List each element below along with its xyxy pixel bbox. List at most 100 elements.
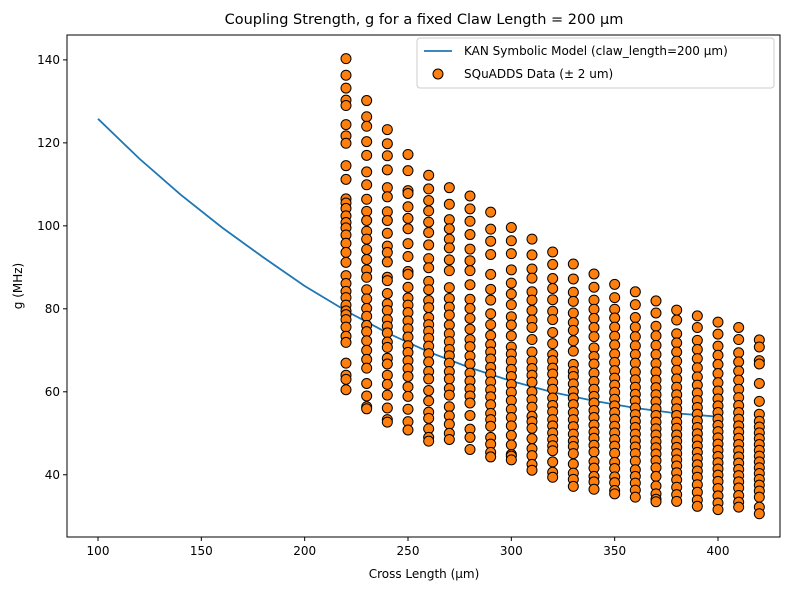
data-point (423, 262, 435, 274)
data-point (526, 401, 538, 413)
data-point (340, 357, 352, 369)
data-point (485, 329, 497, 341)
data-point (629, 299, 641, 311)
data-point (609, 312, 621, 324)
data-point (423, 183, 435, 195)
data-point (361, 95, 373, 107)
data-point (402, 281, 414, 293)
data-point (588, 446, 600, 458)
data-point (650, 496, 662, 508)
data-point (381, 287, 393, 299)
legend-label-points: SQuADDS Data (± 2 um) (464, 67, 613, 81)
data-point (423, 195, 435, 207)
data-point (340, 321, 352, 333)
data-point (671, 495, 683, 507)
data-point (588, 281, 600, 293)
data-point (340, 237, 352, 249)
data-point (588, 294, 600, 306)
data-point (402, 424, 414, 436)
data-point (340, 173, 352, 185)
data-point (567, 345, 579, 357)
data-point (361, 179, 373, 191)
data-point (464, 443, 476, 455)
y-axis-label: g (MHz) (11, 263, 25, 309)
data-point (340, 336, 352, 348)
data-point (402, 390, 414, 402)
data-point (464, 203, 476, 215)
data-point (567, 335, 579, 347)
data-point (588, 312, 600, 324)
data-point (609, 447, 621, 459)
data-point (712, 328, 724, 340)
data-point (361, 136, 373, 148)
data-point (547, 246, 559, 258)
data-point (650, 295, 662, 307)
data-point (340, 53, 352, 65)
data-point (340, 373, 352, 385)
data-point (381, 369, 393, 381)
data-point (402, 187, 414, 199)
data-point (671, 314, 683, 326)
data-point (753, 341, 765, 353)
data-point (423, 302, 435, 314)
data-point (753, 491, 765, 503)
data-point (567, 273, 579, 285)
data-point (505, 277, 517, 289)
data-point (340, 256, 352, 268)
data-point (567, 324, 579, 336)
data-point (361, 233, 373, 245)
data-point (381, 378, 393, 390)
data-point (629, 286, 641, 298)
data-point (361, 335, 373, 347)
data-point (443, 254, 455, 266)
data-point (443, 418, 455, 430)
legend-box (416, 37, 775, 89)
data-point (753, 508, 765, 520)
y-tick-label: 140 (37, 53, 60, 67)
x-tick-label: 300 (500, 544, 523, 558)
data-point (381, 150, 393, 162)
x-tick-label: 250 (397, 544, 420, 558)
data-point (464, 229, 476, 241)
data-point (505, 288, 517, 300)
data-point (691, 362, 703, 374)
data-point (381, 327, 393, 339)
data-point (381, 164, 393, 176)
data-point (650, 330, 662, 342)
data-point (443, 182, 455, 194)
data-point (505, 222, 517, 234)
data-point (691, 500, 703, 512)
data-point (361, 253, 373, 265)
data-point (381, 182, 393, 194)
data-point (361, 293, 373, 305)
data-point (526, 433, 538, 445)
data-point (361, 111, 373, 123)
data-point (650, 348, 662, 360)
data-point (361, 214, 373, 226)
data-point (361, 120, 373, 132)
data-point (464, 265, 476, 277)
data-point (609, 339, 621, 351)
data-point (340, 246, 352, 258)
data-point (526, 334, 538, 346)
data-point (464, 312, 476, 324)
data-point (340, 384, 352, 396)
data-point (485, 248, 497, 260)
data-point (712, 358, 724, 370)
data-point (381, 246, 393, 258)
data-point (340, 69, 352, 81)
plot-area (66, 34, 781, 538)
data-point (733, 374, 745, 386)
data-point (464, 302, 476, 314)
data-point (567, 448, 579, 460)
x-axis: 100 150 200 250 300 350 400 (87, 537, 729, 558)
data-point (733, 347, 745, 359)
data-point (443, 401, 455, 413)
data-point (381, 416, 393, 428)
data-point (505, 429, 517, 441)
legend: KAN Symbolic Model (claw_length=200 μm) … (416, 37, 775, 89)
data-point (753, 395, 765, 407)
data-point (381, 304, 393, 316)
data-point (361, 310, 373, 322)
data-point (443, 282, 455, 294)
